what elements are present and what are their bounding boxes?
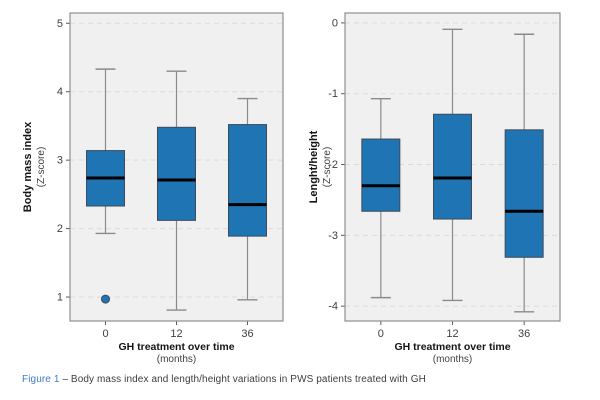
length-height-boxplot: 0 -1 -2 -3 -4 0 12 36 GH treatment over time(mon… <box>308 12 561 365</box>
x-axis-subtitle: (months) <box>157 354 196 365</box>
iqr-box <box>157 126 196 221</box>
x-tick-label: 0 <box>378 328 384 340</box>
y-tick-label: -4 <box>328 301 338 313</box>
y-tick-label: -3 <box>328 230 338 242</box>
boxplot-charts: 5 4 3 2 1 0 12 36 GH treatment over time (months)… <box>22 12 561 365</box>
x-tick-label: 36 <box>241 328 253 340</box>
y-axis-title: Lenght/height <box>308 130 320 203</box>
box-group <box>433 28 472 302</box>
x-tick-label: 12 <box>170 328 182 340</box>
iqr-box <box>228 124 267 237</box>
box-group <box>157 70 196 311</box>
iqr-box <box>433 113 472 220</box>
iqr-box <box>361 138 401 212</box>
y-axis-subtitle: (Z-score) <box>36 147 47 188</box>
box-group <box>86 68 125 304</box>
box-group <box>228 97 267 301</box>
x-axis-title: GH treatment over time <box>394 341 510 353</box>
figure-caption-label: Figure 1 <box>22 374 60 385</box>
y-tick-label: 3 <box>57 155 63 167</box>
y-tick-label: -1 <box>328 88 338 100</box>
outlier-point <box>101 294 110 304</box>
bmi-boxplot: 5 4 3 2 1 0 12 36 GH treatment over time(months)… <box>22 12 284 365</box>
y-tick-label: -2 <box>328 159 338 171</box>
x-tick-label: 0 <box>102 328 108 340</box>
x-tick-label: 36 <box>518 328 530 340</box>
box-group <box>361 97 401 299</box>
x-tick-label: 12 <box>446 328 458 340</box>
figure-caption: Figure 1 – Body mass index and length/he… <box>22 374 426 385</box>
figure-caption-text: – Body mass index and length/height vari… <box>59 374 426 385</box>
plot-frame <box>344 12 561 322</box>
iqr-box <box>504 129 544 258</box>
x-axis-title: GH treatment over time <box>118 341 234 353</box>
y-axis-title: Body mass index <box>22 121 34 212</box>
x-axis-subtitle: (months) <box>433 354 472 365</box>
plot-frame <box>69 12 284 322</box>
y-axis-subtitle: (Z-score) <box>322 147 333 188</box>
y-tick-label: 2 <box>57 223 63 235</box>
y-tick-label: 5 <box>57 18 63 30</box>
y-tick-label: 0 <box>332 17 338 29</box>
box-group <box>504 33 544 313</box>
y-tick-label: 4 <box>57 86 63 98</box>
y-tick-label: 1 <box>57 292 63 304</box>
